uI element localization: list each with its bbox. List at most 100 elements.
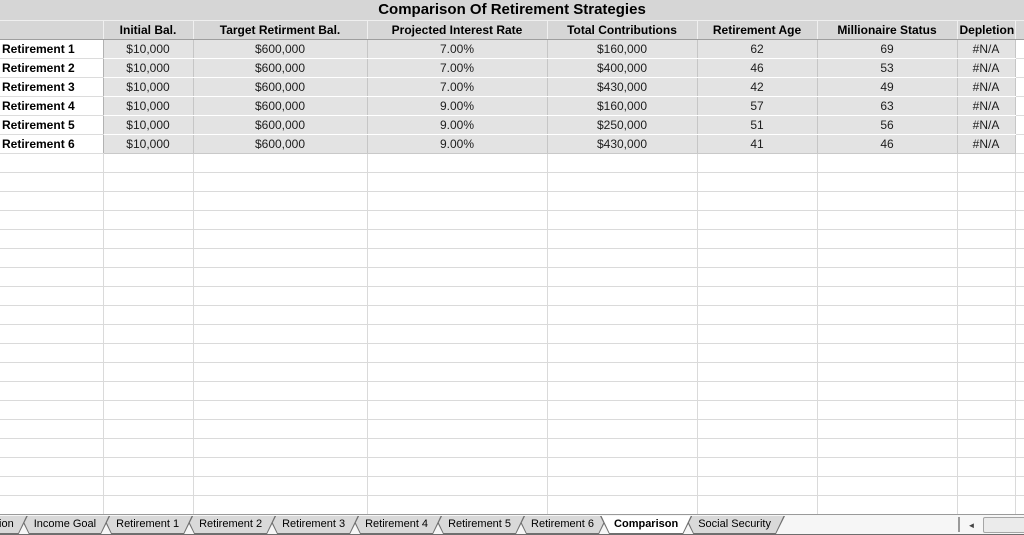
empty-cell[interactable]	[547, 153, 698, 173]
column-header-target-retirment-bal[interactable]: Target Retirment Bal.	[193, 20, 368, 40]
empty-cell[interactable]	[697, 229, 818, 249]
empty-cell[interactable]	[547, 476, 698, 496]
empty-cell[interactable]	[1015, 476, 1024, 496]
empty-cell[interactable]	[193, 229, 368, 249]
empty-cell[interactable]	[193, 248, 368, 268]
empty-cell[interactable]	[817, 419, 958, 439]
empty-cell[interactable]	[697, 286, 818, 306]
empty-cell[interactable]	[1015, 191, 1024, 211]
empty-cell[interactable]	[547, 286, 698, 306]
empty-cell[interactable]	[817, 495, 958, 514]
data-cell[interactable]: $10,000	[103, 77, 194, 97]
sheet-title[interactable]: Comparison Of Retirement Strategies	[0, 0, 1024, 21]
data-cell[interactable]: 46	[817, 134, 958, 154]
empty-cell[interactable]	[697, 248, 818, 268]
column-header-retirement-age[interactable]: Retirement Age	[697, 20, 818, 40]
empty-cell[interactable]	[547, 172, 698, 192]
empty-cell[interactable]	[817, 400, 958, 420]
data-cell[interactable]: $400,000	[547, 58, 698, 78]
empty-cell[interactable]	[547, 191, 698, 211]
empty-cell[interactable]	[193, 495, 368, 514]
empty-cell[interactable]	[0, 305, 104, 325]
empty-cell[interactable]	[957, 267, 1016, 287]
empty-cell[interactable]	[1015, 153, 1024, 173]
data-cell[interactable]: $10,000	[103, 96, 194, 116]
empty-cell[interactable]	[367, 267, 548, 287]
empty-cell[interactable]	[0, 267, 104, 287]
stub-header-cell[interactable]	[1015, 20, 1024, 40]
empty-cell[interactable]	[1015, 229, 1024, 249]
empty-cell[interactable]	[817, 476, 958, 496]
empty-cell[interactable]	[0, 343, 104, 363]
empty-cell[interactable]	[103, 172, 194, 192]
data-cell[interactable]: 63	[817, 96, 958, 116]
data-cell[interactable]: $600,000	[193, 134, 368, 154]
empty-cell[interactable]	[697, 305, 818, 325]
empty-cell[interactable]	[957, 419, 1016, 439]
empty-cell[interactable]	[193, 267, 368, 287]
empty-cell[interactable]	[193, 419, 368, 439]
empty-cell[interactable]	[193, 210, 368, 230]
empty-cell[interactable]	[103, 419, 194, 439]
empty-cell[interactable]	[367, 229, 548, 249]
empty-cell[interactable]	[957, 229, 1016, 249]
empty-cell[interactable]	[957, 381, 1016, 401]
empty-cell[interactable]	[193, 153, 368, 173]
row-label[interactable]: Retirement 5	[0, 115, 104, 135]
empty-cell[interactable]	[957, 248, 1016, 268]
empty-cell[interactable]	[367, 172, 548, 192]
row-label[interactable]: Retirement 3	[0, 77, 104, 97]
data-cell[interactable]: $600,000	[193, 39, 368, 59]
empty-cell[interactable]	[697, 495, 818, 514]
empty-cell[interactable]	[697, 476, 818, 496]
empty-cell[interactable]	[697, 381, 818, 401]
sheet-tab-retirement-1[interactable]: Retirement 1	[102, 516, 193, 534]
empty-cell[interactable]	[697, 210, 818, 230]
empty-cell[interactable]	[697, 419, 818, 439]
data-cell[interactable]: $160,000	[547, 39, 698, 59]
empty-cell[interactable]	[1015, 305, 1024, 325]
empty-cell[interactable]	[697, 400, 818, 420]
empty-cell[interactable]	[1015, 400, 1024, 420]
empty-cell[interactable]	[367, 286, 548, 306]
row-label[interactable]: Retirement 6	[0, 134, 104, 154]
empty-cell[interactable]	[957, 362, 1016, 382]
empty-cell[interactable]	[193, 324, 368, 344]
data-cell[interactable]: 69	[817, 39, 958, 59]
empty-cell[interactable]	[1015, 419, 1024, 439]
empty-cell[interactable]	[0, 248, 104, 268]
data-cell[interactable]: $600,000	[193, 77, 368, 97]
row-label[interactable]: Retirement 1	[0, 39, 104, 59]
empty-cell[interactable]	[193, 191, 368, 211]
empty-cell[interactable]	[193, 172, 368, 192]
empty-cell[interactable]	[1015, 343, 1024, 363]
empty-cell[interactable]	[103, 267, 194, 287]
column-header-millionaire-status[interactable]: Millionaire Status	[817, 20, 958, 40]
empty-cell[interactable]	[957, 172, 1016, 192]
empty-cell[interactable]	[547, 248, 698, 268]
empty-cell[interactable]	[103, 476, 194, 496]
empty-cell[interactable]	[1015, 210, 1024, 230]
empty-cell[interactable]	[103, 324, 194, 344]
empty-cell[interactable]	[817, 438, 958, 458]
data-cell[interactable]: $160,000	[547, 96, 698, 116]
column-header-projected-interest-rate[interactable]: Projected Interest Rate	[367, 20, 548, 40]
empty-cell[interactable]	[957, 457, 1016, 477]
empty-cell[interactable]	[0, 362, 104, 382]
corner-cell[interactable]	[0, 20, 104, 40]
column-header-total-contributions[interactable]: Total Contributions	[547, 20, 698, 40]
empty-cell[interactable]	[957, 191, 1016, 211]
empty-cell[interactable]	[193, 457, 368, 477]
empty-cell[interactable]	[697, 457, 818, 477]
empty-cell[interactable]	[1015, 495, 1024, 514]
empty-cell[interactable]	[367, 476, 548, 496]
empty-cell[interactable]	[1015, 134, 1024, 154]
empty-cell[interactable]	[367, 495, 548, 514]
data-cell[interactable]: $430,000	[547, 77, 698, 97]
empty-cell[interactable]	[547, 457, 698, 477]
empty-cell[interactable]	[1015, 362, 1024, 382]
empty-cell[interactable]	[0, 438, 104, 458]
empty-cell[interactable]	[547, 210, 698, 230]
empty-cell[interactable]	[103, 286, 194, 306]
empty-cell[interactable]	[0, 153, 104, 173]
